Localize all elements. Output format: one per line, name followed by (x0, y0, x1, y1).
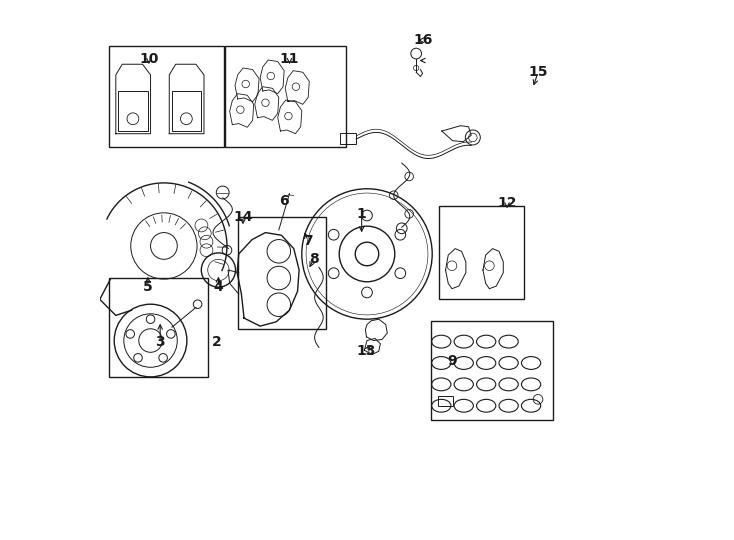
Text: 9: 9 (448, 354, 457, 368)
Text: 12: 12 (497, 196, 517, 210)
Bar (225, 45, 346, 147)
Bar (118, 91, 148, 131)
Bar (341, 133, 356, 144)
Text: 15: 15 (528, 65, 548, 79)
Text: 13: 13 (356, 344, 376, 358)
Text: 10: 10 (139, 52, 159, 66)
Text: 5: 5 (143, 280, 153, 294)
Text: 1: 1 (357, 207, 366, 221)
Bar (172, 91, 201, 131)
Text: 14: 14 (233, 210, 252, 224)
Text: 16: 16 (413, 33, 433, 47)
Bar (238, 217, 326, 329)
Bar (439, 206, 523, 299)
Text: 3: 3 (156, 335, 165, 349)
Bar (109, 45, 225, 147)
Text: 6: 6 (280, 193, 289, 207)
Text: 11: 11 (280, 52, 299, 66)
Text: 7: 7 (303, 234, 313, 248)
Bar (109, 278, 208, 377)
Text: 4: 4 (214, 280, 223, 294)
Bar (431, 321, 553, 420)
Text: 8: 8 (309, 252, 319, 266)
Text: 2: 2 (211, 335, 221, 349)
Bar (438, 396, 453, 406)
